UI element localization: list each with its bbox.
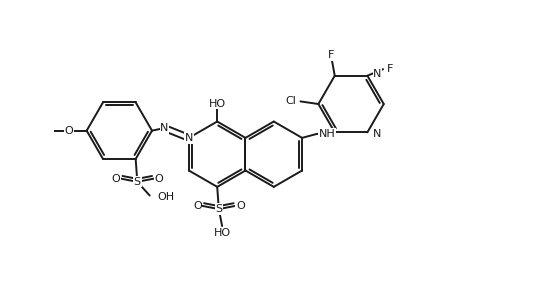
Text: O: O [154, 173, 163, 183]
Text: N: N [373, 129, 382, 139]
Text: OH: OH [157, 192, 174, 202]
Text: F: F [328, 50, 335, 60]
Text: N: N [160, 123, 169, 133]
Text: O: O [111, 173, 120, 183]
Text: N: N [184, 133, 193, 143]
Text: O: O [193, 201, 201, 211]
Text: O: O [236, 201, 245, 211]
Text: HO: HO [209, 98, 226, 108]
Text: S: S [134, 177, 141, 187]
Text: NH: NH [318, 129, 335, 139]
Text: Cl: Cl [285, 96, 296, 106]
Text: HO: HO [214, 228, 231, 238]
Text: S: S [215, 204, 222, 214]
Text: N: N [373, 69, 382, 79]
Text: F: F [387, 64, 394, 74]
Text: O: O [64, 126, 73, 136]
